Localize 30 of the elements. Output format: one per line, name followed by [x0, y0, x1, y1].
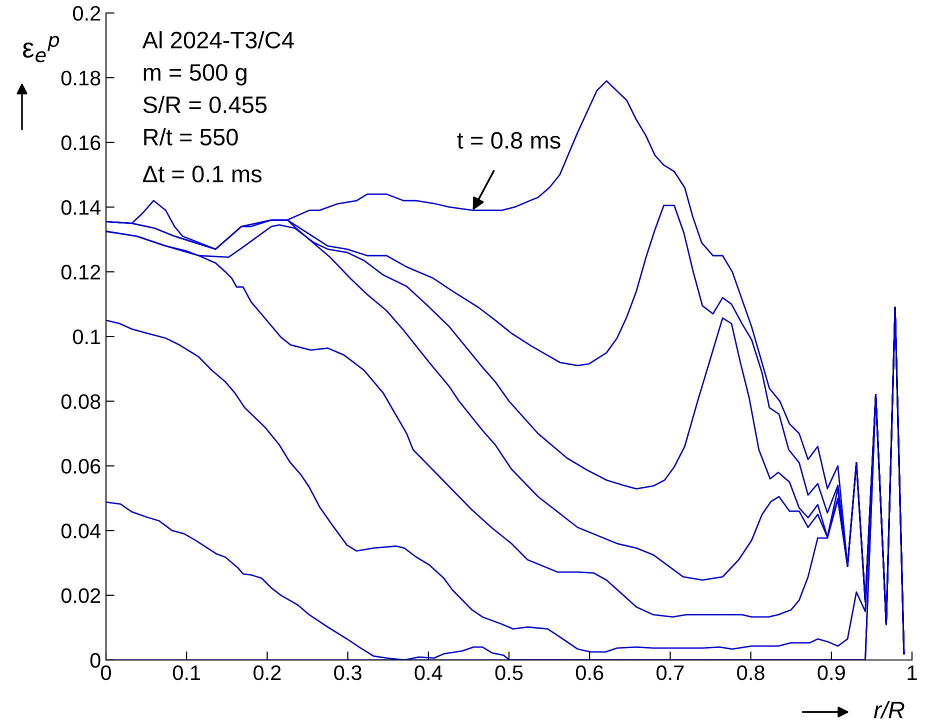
- annotation: m = 500 g: [144, 64, 246, 86]
- y-axis-title: ε$_{e}$$^{p}$: [22, 36, 60, 62]
- annotation: Al 2024-T3/C4: [142, 31, 294, 48]
- annotation: Δt = 0.1 ms: [142, 166, 262, 182]
- x-tick-label: 0.6: [576, 665, 604, 680]
- annotation: S/R = 0.455: [143, 96, 267, 114]
- annotation: R/t = 550: [144, 128, 238, 146]
- x-tick-label: 0.7: [656, 665, 684, 680]
- x-tick-label: 0.9: [818, 665, 845, 680]
- x-tick-label: 0.2: [254, 665, 281, 680]
- x-tick-label: 0.8: [737, 665, 764, 680]
- y-tick-label: 0.16: [61, 135, 100, 150]
- x-tick-label: 0.4: [414, 665, 442, 680]
- y-tick-label: 0.06: [61, 458, 100, 474]
- x-tick-label: 1: [908, 666, 917, 680]
- y-tick-label: 0: [90, 653, 100, 668]
- y-tick-label: 0.12: [61, 264, 100, 280]
- y-tick-label: 0.1: [72, 330, 100, 344]
- x-tick-label: 0: [101, 665, 111, 680]
- y-tick-label: 0.02: [61, 588, 100, 604]
- y-tick-label: 0.04: [61, 524, 101, 538]
- x-axis-title: r/R: [874, 700, 904, 718]
- y-tick-label: 0.2: [72, 6, 100, 21]
- x-tick-label: 0.3: [334, 665, 362, 680]
- x-tick-label: 0.1: [172, 665, 200, 680]
- x-tick-label: 0.5: [495, 665, 523, 680]
- y-tick-label: 0.14: [61, 200, 101, 215]
- annotation: t = 0.8 ms: [457, 132, 560, 149]
- y-tick-label: 0.08: [61, 394, 100, 409]
- y-tick-label: 0.18: [61, 70, 100, 86]
